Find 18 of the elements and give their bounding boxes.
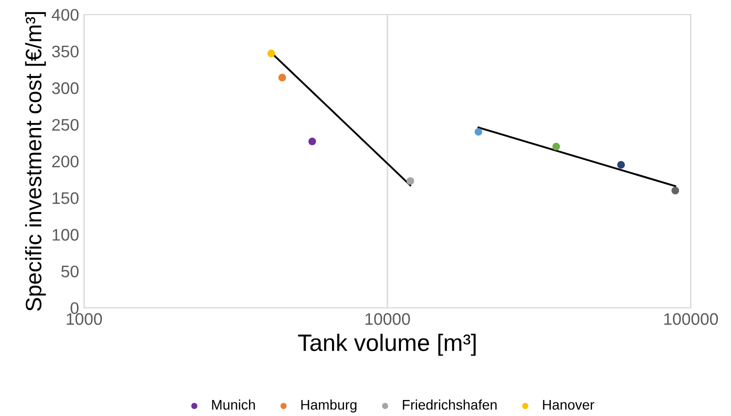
legend-label: Hamburg — [301, 400, 356, 412]
x-tick-label: 10000 — [366, 313, 410, 325]
y-axis-title: Specific investment cost [€/m³] — [25, 12, 46, 311]
legend-label: Munich — [212, 400, 255, 410]
legend-label: Hanover — [543, 400, 594, 410]
x-tick-label: 100000 — [664, 313, 718, 325]
y-tick-label: 200 — [52, 156, 79, 168]
y-tick-label: 350 — [52, 46, 79, 58]
y-tick-label: 100 — [52, 228, 79, 241]
y-tick-label: 150 — [52, 192, 79, 204]
y-tick-label: 50 — [61, 266, 79, 278]
y-tick-label: 250 — [52, 118, 79, 131]
y-tick-label: 300 — [52, 82, 79, 94]
x-tick-label: 1000 — [66, 313, 102, 325]
legend-label: Friedrichshafen — [402, 400, 497, 410]
y-tick-label: 400 — [52, 8, 79, 21]
y-tick-label: 0 — [70, 302, 79, 314]
x-axis-title: Tank volume [m³] — [298, 334, 476, 356]
